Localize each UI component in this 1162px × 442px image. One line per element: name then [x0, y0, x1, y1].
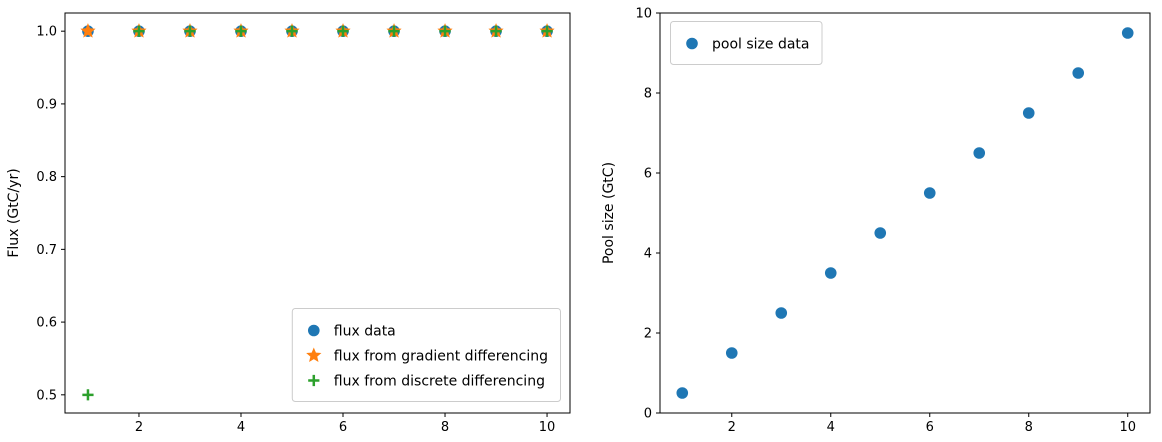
data-point: [286, 25, 298, 37]
pool-size-chart: 2 4 6 8 10 0 2 4 6 8 10 Pool size (GtC) pool size da…: [601, 7, 1151, 435]
y-tick-label: 2: [644, 327, 652, 342]
data-point: [541, 25, 553, 37]
legend-marker: [686, 37, 698, 50]
axes-box: [64, 12, 571, 414]
legend-marker: [307, 324, 320, 337]
data-point: [337, 25, 349, 37]
legend: pool size data: [670, 21, 823, 65]
x-tick-label: 10: [1119, 420, 1136, 435]
y-tick-label: 6: [644, 167, 652, 182]
x-tick-label: 2: [135, 420, 143, 435]
data-point: [490, 25, 502, 37]
data-point: [388, 25, 400, 37]
legend-marker: [308, 374, 320, 387]
y-tick-label: 0.8: [36, 170, 57, 185]
y-tick-label: 4: [644, 247, 652, 262]
data-point: [973, 147, 986, 159]
y-tick-label: 0.6: [36, 316, 57, 331]
data-point: [82, 389, 94, 401]
data-point: [874, 227, 887, 239]
data-point: [1121, 27, 1134, 39]
data-point: [824, 267, 837, 279]
data-point: [775, 307, 788, 319]
data-point: [80, 23, 96, 38]
x-tick-label: 10: [539, 420, 556, 435]
legend-marker: [306, 347, 322, 362]
y-axis-label: Flux (GtC/yr): [6, 168, 22, 257]
legend-item-label: flux from gradient differencing: [334, 349, 548, 365]
data-point: [725, 347, 738, 359]
data-point: [133, 25, 145, 37]
legend-item-label: pool size data: [712, 37, 810, 53]
data-point: [923, 187, 936, 199]
axes-box: [659, 12, 1151, 414]
y-tick-label: 0.5: [36, 388, 57, 403]
x-tick-label: 8: [1025, 420, 1033, 435]
x-tick-label: 2: [728, 420, 736, 435]
x-tick-label: 8: [441, 420, 449, 435]
y-tick-label: 8: [644, 87, 652, 102]
x-tick-label: 4: [237, 420, 245, 435]
y-tick-label: 0: [644, 407, 652, 422]
legend: flux data flux from gradient differencing…: [291, 308, 561, 402]
data-point: [1022, 107, 1035, 119]
data-point: [676, 387, 689, 399]
data-point: [184, 25, 196, 37]
data-point: [439, 25, 451, 37]
legend-item-label: flux from discrete differencing: [334, 374, 545, 390]
y-tick-label: 0.9: [36, 97, 57, 112]
x-tick-label: 4: [827, 420, 835, 435]
data-point: [235, 25, 247, 37]
legend-box: [291, 308, 561, 402]
y-axis-label: Pool size (GtC): [601, 162, 617, 264]
data-point: [1072, 67, 1085, 79]
legend-box: [670, 21, 823, 65]
legend-item-label: flux data: [334, 324, 396, 340]
flux-chart: 2 4 6 8 10 0.5 0.6 0.7 0.8 0.9 1.0 Flux (GtC/yr) flu…: [6, 12, 571, 435]
y-tick-label: 0.7: [36, 243, 57, 258]
x-tick-label: 6: [926, 420, 934, 435]
x-tick-label: 6: [339, 420, 347, 435]
y-tick-label: 1.0: [36, 25, 57, 40]
y-tick-label: 10: [635, 7, 652, 22]
